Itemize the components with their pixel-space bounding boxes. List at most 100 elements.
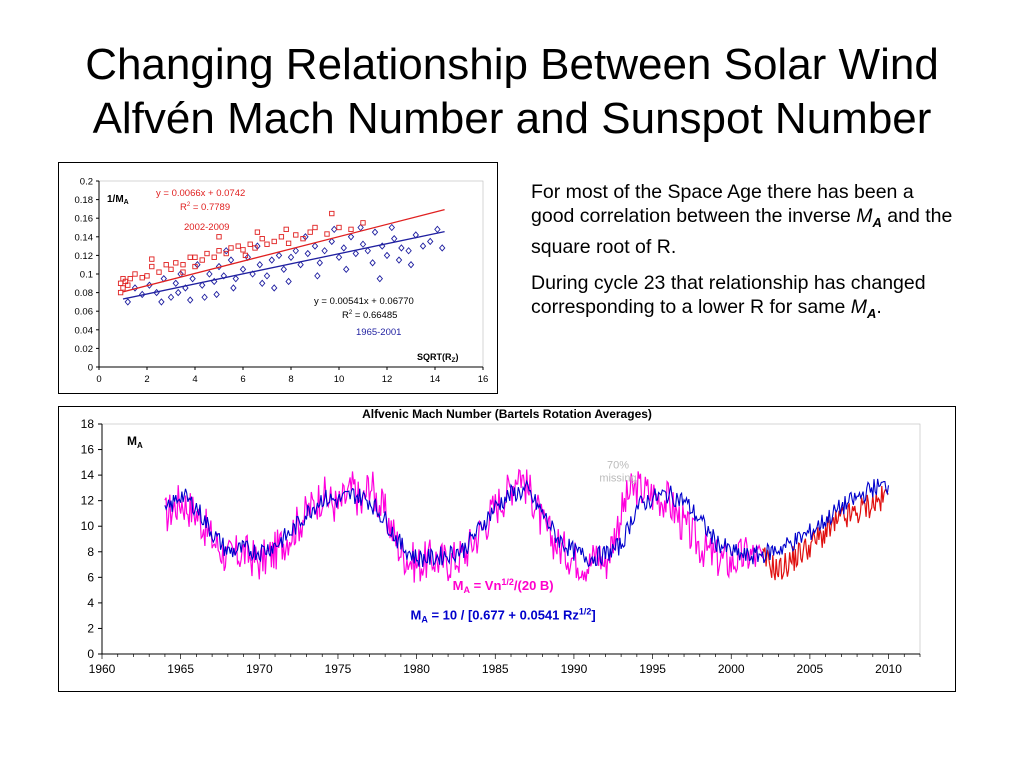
timeseries-x-tick-label: 2010 <box>875 662 902 676</box>
scatter-point-red <box>223 250 229 257</box>
scatter-point-blue <box>285 277 292 286</box>
scatter-point-red <box>247 241 253 247</box>
scatter-point-blue <box>239 265 247 274</box>
scatter-y-tick-label: 0.08 <box>75 288 94 299</box>
scatter-point-blue <box>343 265 350 274</box>
scatter-point-red <box>240 247 246 253</box>
scatter-point-blue <box>398 244 405 252</box>
scatter-y-tick-label: 0.06 <box>75 307 94 318</box>
scatter-point-blue <box>268 256 275 264</box>
scatter-point-blue <box>388 223 395 232</box>
magenta-series-line <box>164 468 764 583</box>
scatter-point-red <box>149 263 155 270</box>
scatter-point-red <box>204 250 210 257</box>
scatter-point-blue <box>352 249 359 258</box>
scatter-point-blue <box>215 262 223 271</box>
blue-series-label: 1965-2001 <box>356 327 401 338</box>
scatter-point-blue <box>331 225 338 234</box>
timeseries-axes: 1960 1965 1970 1975 1980 1985 1990 1995 2000 2005… <box>81 417 921 676</box>
timeseries-chart: Alfvenic Mach Number (Bartels Rotation A… <box>81 407 921 676</box>
scatter-point-red <box>192 263 198 270</box>
scatter-point-red <box>211 254 217 260</box>
scatter-point-red <box>300 236 306 242</box>
scatter-point-blue <box>249 270 256 278</box>
scatter-point-blue <box>328 237 335 246</box>
scatter-point-blue <box>340 244 347 252</box>
scatter-point-blue <box>199 281 206 289</box>
blue-fit-line <box>122 230 445 300</box>
scatter-point-blue <box>259 279 266 287</box>
scatter-y-tick-label: 0 <box>88 363 93 374</box>
blue-fit-r2: R2 = 0.66485 <box>342 310 397 321</box>
scatter-point-blue <box>227 256 235 264</box>
scatter-point-red <box>264 241 270 247</box>
slide-title-line2: Alfvén Mach Number and Sunspot Number <box>92 94 932 143</box>
scatter-point-blue <box>263 272 271 280</box>
scatter-point-red <box>336 224 342 231</box>
scatter-point-blue <box>287 253 295 261</box>
scatter-point-red <box>149 256 155 262</box>
scatter-x-tick-label: 2 <box>144 374 149 385</box>
scatter-point-blue <box>407 261 415 269</box>
timeseries-x-tick-label: 1980 <box>403 662 430 676</box>
red-series-line <box>762 485 889 581</box>
scatter-point-red <box>199 257 205 263</box>
scatter-point-blue <box>232 274 239 283</box>
scatter-point-red <box>228 245 234 251</box>
scatter-point-red <box>254 229 261 235</box>
scatter-point-blue <box>405 247 412 255</box>
scatter-point-red <box>139 275 145 281</box>
scatter-point-red <box>187 254 193 260</box>
scatter-point-red <box>293 232 299 238</box>
timeseries-y-tick-label: 16 <box>81 443 95 457</box>
scatter-y-tick-label: 0.04 <box>75 325 94 336</box>
scatter-point-blue <box>321 247 328 255</box>
timeseries-annotations: 70%missing MA = Vn1/2/(20 B) MA = 10 / [0.… <box>411 460 637 625</box>
scatter-x-tick-label: 4 <box>192 374 197 385</box>
missing-data-annotation-line2: missing <box>599 473 636 485</box>
magenta-formula-label: MA = Vn1/2/(20 B) <box>453 577 554 595</box>
scatter-point-red <box>192 254 198 260</box>
scatter-x-axis-label: SQRT(RZ) <box>417 352 458 364</box>
scatter-point-blue <box>359 240 367 248</box>
scatter-point-blue <box>297 261 304 269</box>
scatter-point-red <box>125 282 131 288</box>
scatter-point-red <box>360 220 366 226</box>
scatter-x-tick-label: 10 <box>334 374 345 385</box>
blue-series-line <box>164 478 890 568</box>
timeseries-chart-frame: Alfvenic Mach Number (Bartels Rotation A… <box>58 406 956 692</box>
scatter-point-red <box>132 271 138 277</box>
scatter-x-tick-label: 16 <box>478 374 489 385</box>
scatter-point-red <box>173 260 179 266</box>
scatter-point-blue <box>292 247 299 255</box>
scatter-point-blue <box>419 242 427 250</box>
scatter-point-red <box>120 285 126 291</box>
scatter-point-blue <box>175 288 182 297</box>
timeseries-x-tick-label: 2005 <box>797 662 824 676</box>
scatter-point-red <box>312 224 318 231</box>
scatter-point-blue <box>364 247 371 255</box>
timeseries-y-tick-label: 6 <box>87 570 94 584</box>
scatter-point-red <box>127 275 133 282</box>
scatter-x-tick-label: 12 <box>382 374 393 385</box>
scatter-point-blue <box>230 284 237 292</box>
scatter-point-blue <box>369 259 376 267</box>
timeseries-x-tick-label: 1995 <box>639 662 666 676</box>
scatter-point-red <box>329 210 335 217</box>
timeseries-y-tick-label: 14 <box>81 468 95 482</box>
scatter-point-blue <box>434 225 441 234</box>
scatter-point-blue <box>187 296 194 304</box>
scatter-axes: 0 2 4 6 8 10 12 14 16 0 0.02 0.04 0.06 0.08 0.1 0.12 0.1… <box>75 177 489 386</box>
explanation-paragraph-1: For most of the Space Age there has been… <box>531 181 953 258</box>
scatter-point-blue <box>280 265 287 274</box>
scatter-point-blue <box>220 272 227 280</box>
scatter-point-blue <box>311 242 319 250</box>
scatter-fit-lines <box>122 208 445 300</box>
scatter-y-tick-label: 0.12 <box>75 251 94 262</box>
blue-fit-equation: y = 0.00541x + 0.06770 <box>314 296 414 307</box>
scatter-point-red <box>307 229 313 235</box>
timeseries-x-tick-label: 1985 <box>482 662 509 676</box>
scatter-x-tick-label: 0 <box>96 374 101 385</box>
slide-title: Changing Relationship Between Solar Wind… <box>0 38 1024 146</box>
timeseries-x-tick-label: 2000 <box>718 662 745 676</box>
